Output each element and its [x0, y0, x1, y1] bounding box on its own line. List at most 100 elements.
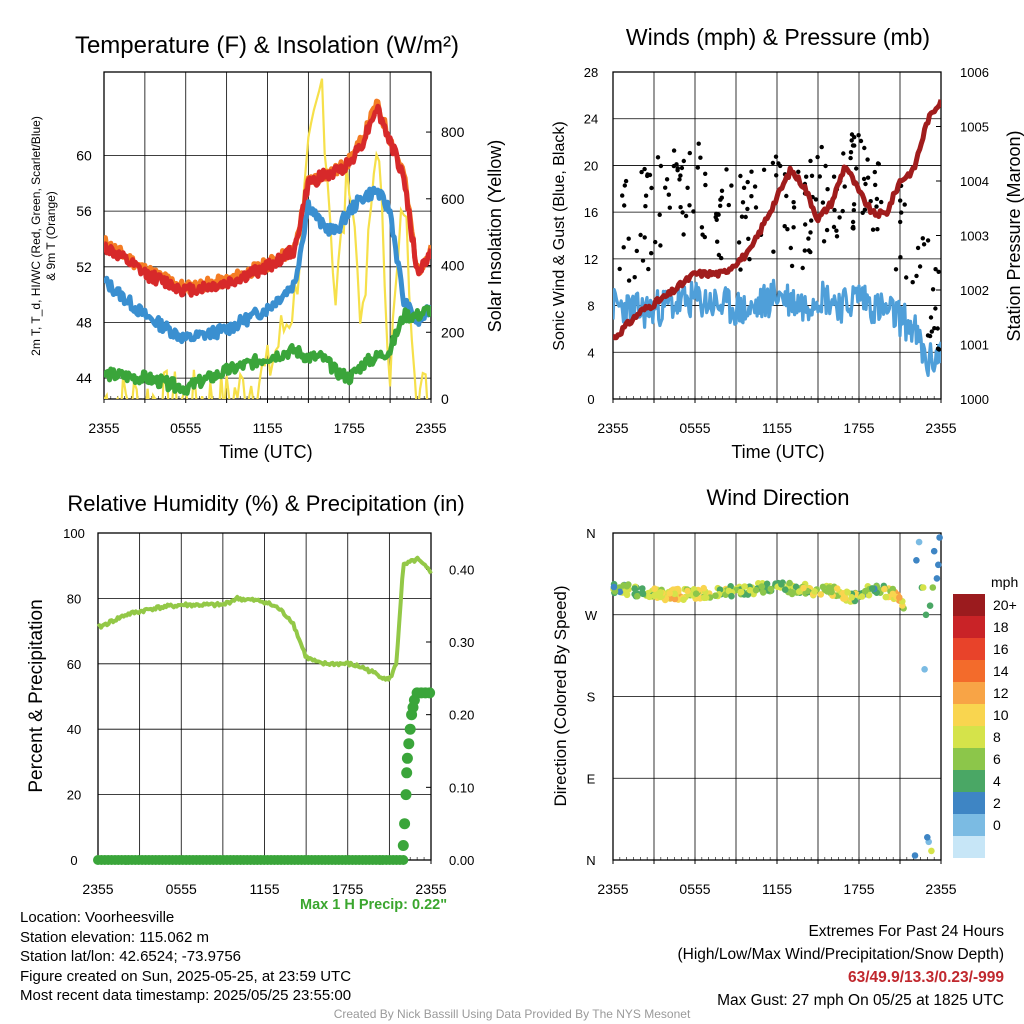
gust-point — [806, 248, 812, 253]
direction-point — [692, 590, 700, 597]
gust-point — [664, 177, 670, 182]
gust-point — [808, 158, 813, 164]
x-tick-label: 0555 — [170, 420, 201, 436]
gust-point — [796, 169, 801, 174]
direction-point — [913, 557, 920, 564]
gust-point — [932, 326, 937, 331]
y2-tick-label: 600 — [441, 191, 465, 207]
direction-point — [631, 585, 638, 592]
legend-label: 8 — [993, 729, 1001, 745]
gust-point — [863, 181, 868, 187]
legend-label: 12 — [993, 685, 1009, 701]
precip-point — [403, 738, 415, 750]
gust-point — [691, 209, 696, 214]
y2-tick-label: 1000 — [960, 392, 989, 407]
temperature-chart: Temperature (F) & Insolation (W/m²) 2355 0… — [29, 32, 505, 462]
direction-point — [811, 588, 818, 595]
gust-point — [893, 267, 899, 272]
gust-point — [634, 248, 639, 254]
x-tick-label: 2355 — [88, 420, 119, 436]
gust-point — [862, 207, 868, 212]
legend-swatch — [953, 814, 985, 836]
precip-point — [398, 855, 409, 865]
direction-point — [758, 583, 766, 590]
gust-point — [695, 165, 700, 170]
gust-point — [745, 206, 750, 212]
extremes-panel: Extremes For Past 24 Hours (High/Low/Max… — [678, 920, 1005, 1012]
gust-point — [925, 333, 931, 338]
gust-point — [921, 242, 927, 247]
gust-point — [687, 150, 692, 156]
direction-point — [778, 581, 785, 588]
gust-point — [745, 179, 750, 185]
gust-point — [917, 264, 923, 269]
gust-point — [813, 197, 819, 202]
gust-point — [666, 192, 671, 197]
direction-point — [666, 590, 673, 597]
gust-point — [851, 224, 856, 230]
y2-tick-label: 400 — [441, 258, 465, 274]
gust-point — [873, 182, 878, 188]
gust-point — [645, 173, 650, 179]
legend-label: 6 — [993, 751, 1001, 767]
gust-point — [860, 210, 865, 215]
gust-point — [771, 249, 776, 254]
direction-point — [919, 584, 927, 591]
gust-point — [626, 278, 632, 283]
y-tick-label: 44 — [76, 370, 92, 386]
y-tick-label: 12 — [584, 252, 598, 267]
gust-point — [724, 167, 729, 172]
gust-point — [747, 257, 752, 262]
direction-point — [680, 596, 687, 603]
gust-point — [718, 203, 723, 208]
y-tick-label: 20 — [67, 788, 81, 803]
gust-point — [642, 235, 647, 240]
y-tick-label: 0 — [587, 392, 594, 407]
direction-point — [844, 589, 851, 596]
direction-point — [928, 847, 935, 855]
extremes-values: 63/49.9/13.3/0.23/-999 — [848, 969, 1004, 986]
y-tick-label: 48 — [76, 314, 92, 330]
y2-tick-label: 0 — [441, 391, 449, 407]
gust-point — [824, 227, 830, 233]
gust-point — [749, 169, 754, 174]
gust-point — [856, 133, 861, 138]
legend-swatch — [953, 748, 985, 770]
gust-point — [804, 174, 809, 179]
series-line-relative-humidity — [96, 555, 433, 682]
gust-point — [879, 199, 884, 205]
x-tick-label: 1155 — [762, 881, 792, 897]
gust-point — [678, 173, 683, 178]
legend-label: 10 — [993, 707, 1009, 723]
y2-tick-label: 1001 — [960, 338, 989, 353]
gust-point — [657, 212, 662, 217]
direction-point — [889, 585, 897, 593]
gust-point — [849, 132, 855, 137]
gust-point — [850, 143, 856, 148]
gust-point — [809, 173, 815, 178]
gust-point — [649, 185, 654, 191]
gust-point — [898, 219, 903, 225]
gust-point — [936, 269, 941, 274]
gust-point — [831, 174, 837, 179]
gust-point — [740, 200, 746, 205]
gust-point — [791, 205, 797, 210]
gust-point — [823, 163, 828, 169]
direction-point — [817, 591, 825, 598]
x-tick-label: 1755 — [332, 881, 363, 897]
gust-point — [791, 200, 796, 205]
station-latlon: Station lat/lon: 42.6524; -73.9756 — [20, 948, 242, 965]
gust-point — [658, 163, 664, 169]
station-elevation: Station elevation: 115.062 m — [20, 928, 210, 946]
x-tick-label: 1155 — [252, 420, 282, 436]
gust-point — [739, 214, 745, 219]
gust-point — [703, 182, 708, 188]
gust-point — [713, 214, 718, 220]
gust-point — [821, 239, 827, 244]
x-tick-label: 2355 — [925, 420, 956, 436]
precip-point — [397, 840, 409, 851]
direction-point — [828, 588, 835, 596]
gust-point — [646, 266, 651, 272]
direction-point — [926, 602, 934, 609]
